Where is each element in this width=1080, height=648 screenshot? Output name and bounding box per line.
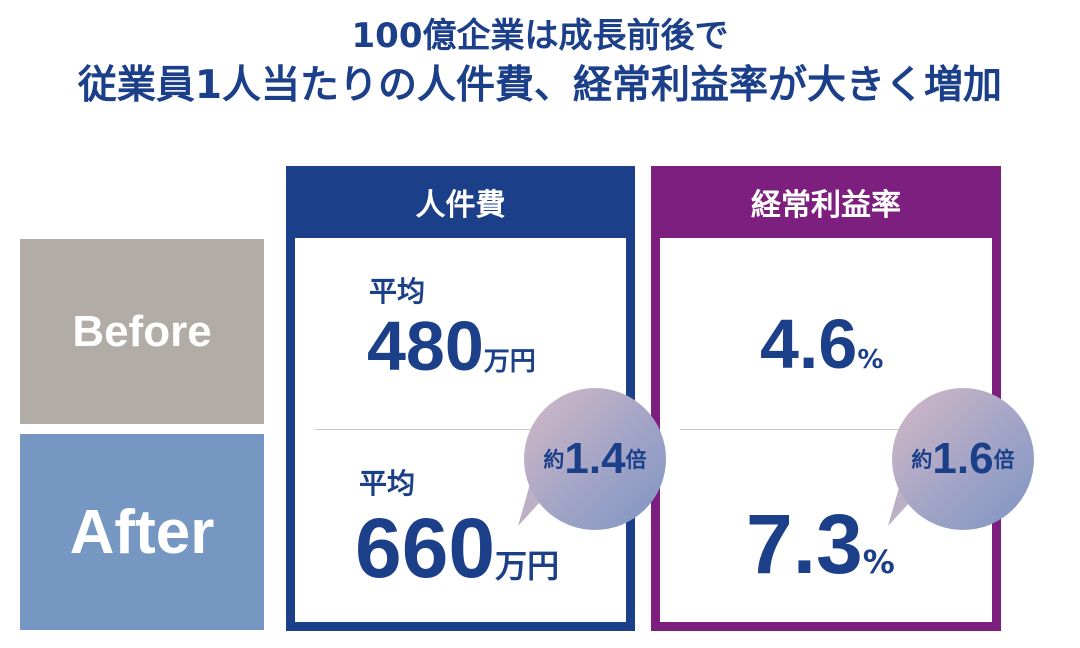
after-label: After [20,434,264,630]
profit-margin-header: 経常利益率 [751,188,901,223]
labor-cost-after-prefix: 平均 [359,467,416,500]
labor-cost-growth-value: 1.4 [564,434,626,483]
labor-cost-before-value: 480万円 [367,306,536,386]
labor-cost-before-number: 480 [367,307,484,385]
profit-margin-growth-value: 1.6 [932,434,994,483]
profit-margin-growth-bubble: 約 1.6 倍 [892,388,1034,530]
profit-margin-body: 4.6% 7.3% [660,238,992,622]
labor-cost-before-unit: 万円 [483,347,536,377]
labor-cost-after-unit: 万円 [495,547,560,585]
profit-margin-after-number: 7.3 [746,497,863,591]
profit-margin-before-value: 4.6% [760,304,883,384]
labor-cost-divider [315,429,606,430]
labor-cost-after-value: 660万円 [355,500,559,597]
labor-cost-before-prefix: 平均 [369,275,426,308]
labor-cost-growth-prefix: 約 [543,448,565,472]
labor-cost-growth-suffix: 倍 [625,448,647,472]
labor-cost-growth-bubble: 約 1.4 倍 [524,388,666,530]
profit-margin-growth-suffix: 倍 [993,448,1015,472]
profit-margin-before-number: 4.6 [760,305,858,383]
profit-margin-after-unit: % [862,543,895,581]
profit-margin-panel: 経常利益率 4.6% 7.3% [651,166,1001,631]
title-line-1: 100億企業は成長前後で [351,16,729,56]
before-label: Before [20,239,264,424]
title-line-2: 従業員1人当たりの人件費、経常利益率が大きく増加 [77,63,1003,108]
labor-cost-header: 人件費 [415,188,506,223]
profit-margin-before-unit: % [857,345,884,375]
profit-margin-divider [680,429,972,430]
profit-margin-growth-prefix: 約 [911,448,933,472]
profit-margin-after-value: 7.3% [746,496,895,593]
labor-cost-after-number: 660 [355,501,496,595]
